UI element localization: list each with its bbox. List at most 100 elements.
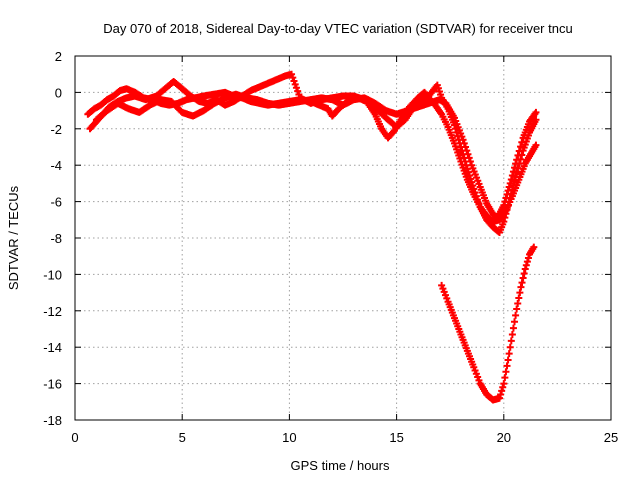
x-tick-label: 0 (71, 430, 78, 445)
data-point-marker (294, 87, 302, 95)
x-tick-label: 25 (604, 430, 618, 445)
data-point-marker (519, 274, 527, 282)
series-track-2 (86, 70, 540, 237)
data-point-marker (509, 168, 517, 176)
data-point-marker (499, 383, 507, 391)
data-point-marker (501, 374, 509, 382)
data-point-marker (501, 198, 509, 206)
data-point-marker (506, 343, 514, 351)
y-tick-label: -6 (50, 195, 62, 210)
y-tick-label: -8 (50, 231, 62, 246)
data-point-marker (504, 187, 512, 195)
data-point-marker (506, 179, 514, 187)
data-point-marker (497, 391, 505, 399)
grid-layer (75, 56, 611, 420)
x-tick-label: 10 (282, 430, 296, 445)
data-point-marker (515, 147, 523, 155)
data-point-marker (462, 143, 470, 151)
data-point-marker (498, 387, 506, 395)
data-point-marker (511, 318, 519, 326)
data-point-marker (468, 178, 476, 186)
y-tick-label: 0 (55, 85, 62, 100)
data-point-marker (460, 139, 468, 147)
data-point-marker (289, 74, 297, 82)
data-point-marker (517, 143, 525, 151)
data-point-marker (290, 77, 298, 85)
data-point-marker (505, 350, 513, 358)
data-point-marker (518, 138, 526, 146)
data-point-marker (469, 182, 477, 190)
data-point-marker (513, 156, 521, 164)
x-tick-label: 5 (179, 430, 186, 445)
data-point-marker (513, 305, 521, 313)
data-point-marker (496, 394, 504, 402)
series-track-4 (438, 243, 538, 404)
data-point-marker (507, 175, 515, 183)
data-point-marker (466, 158, 474, 166)
data-point-marker (518, 279, 526, 287)
data-point-marker (502, 210, 510, 218)
data-point-marker (474, 196, 482, 204)
data-point-marker (505, 183, 513, 191)
data-point-marker (500, 380, 508, 388)
y-tick-label: -2 (50, 122, 62, 137)
x-axis-label: GPS time / hours (291, 458, 390, 473)
data-point-marker (295, 90, 303, 98)
data-point-marker (512, 311, 520, 319)
series-track-3 (92, 90, 540, 222)
data-point-marker (464, 150, 472, 158)
y-tick-label: -14 (43, 340, 62, 355)
data-point-marker (502, 194, 510, 202)
data-point-marker (515, 294, 523, 302)
data-point-marker (503, 362, 511, 370)
data-point-marker (507, 337, 515, 345)
data-point-marker (522, 261, 530, 269)
data-point-marker (463, 147, 471, 155)
data-point-marker (459, 136, 467, 144)
data-point-marker (509, 324, 517, 332)
y-tick-label: -10 (43, 267, 62, 282)
data-point-marker (508, 172, 516, 180)
y-tick-label: -16 (43, 377, 62, 392)
data-point-marker (472, 192, 480, 200)
data-point-marker (467, 175, 475, 183)
plot-frame (74, 55, 612, 421)
data-point-marker (500, 201, 508, 209)
y-axis-label: SDTVAR / TECUs (6, 185, 21, 290)
data-point-marker (512, 160, 520, 168)
data-point-marker (465, 154, 473, 162)
data-point-marker (470, 185, 478, 193)
data-point-marker (520, 269, 528, 277)
data-point-marker (502, 368, 510, 376)
data-point-marker (532, 108, 540, 116)
x-tick-label: 15 (389, 430, 403, 445)
chart-title: Day 070 of 2018, Sidereal Day-to-day VTE… (103, 21, 572, 36)
data-point-marker (532, 141, 540, 149)
y-tick-label: -12 (43, 304, 62, 319)
data-point-marker (514, 300, 522, 308)
data-point-marker (288, 70, 296, 78)
data-point-marker (504, 356, 512, 364)
x-tick-label: 20 (497, 430, 511, 445)
y-tick-label: -4 (50, 158, 62, 173)
data-point-marker (292, 84, 300, 92)
y-tick-label: -18 (43, 413, 62, 428)
marker-layer (84, 70, 540, 404)
data-point-marker (475, 199, 483, 207)
data-point-marker (500, 218, 508, 226)
data-point-marker (508, 330, 516, 338)
data-point-marker (530, 243, 538, 251)
y-tick-label: 2 (55, 49, 62, 64)
data-point-marker (524, 254, 532, 262)
data-point-marker (516, 289, 524, 297)
data-point-marker (471, 189, 479, 196)
data-point-marker (514, 151, 522, 159)
data-point-marker (503, 190, 511, 198)
data-point-marker (523, 258, 531, 266)
data-point-marker (511, 164, 519, 172)
data-point-marker (517, 283, 525, 291)
data-point-marker (291, 80, 299, 88)
data-point-marker (501, 214, 509, 222)
data-point-marker (521, 265, 529, 273)
